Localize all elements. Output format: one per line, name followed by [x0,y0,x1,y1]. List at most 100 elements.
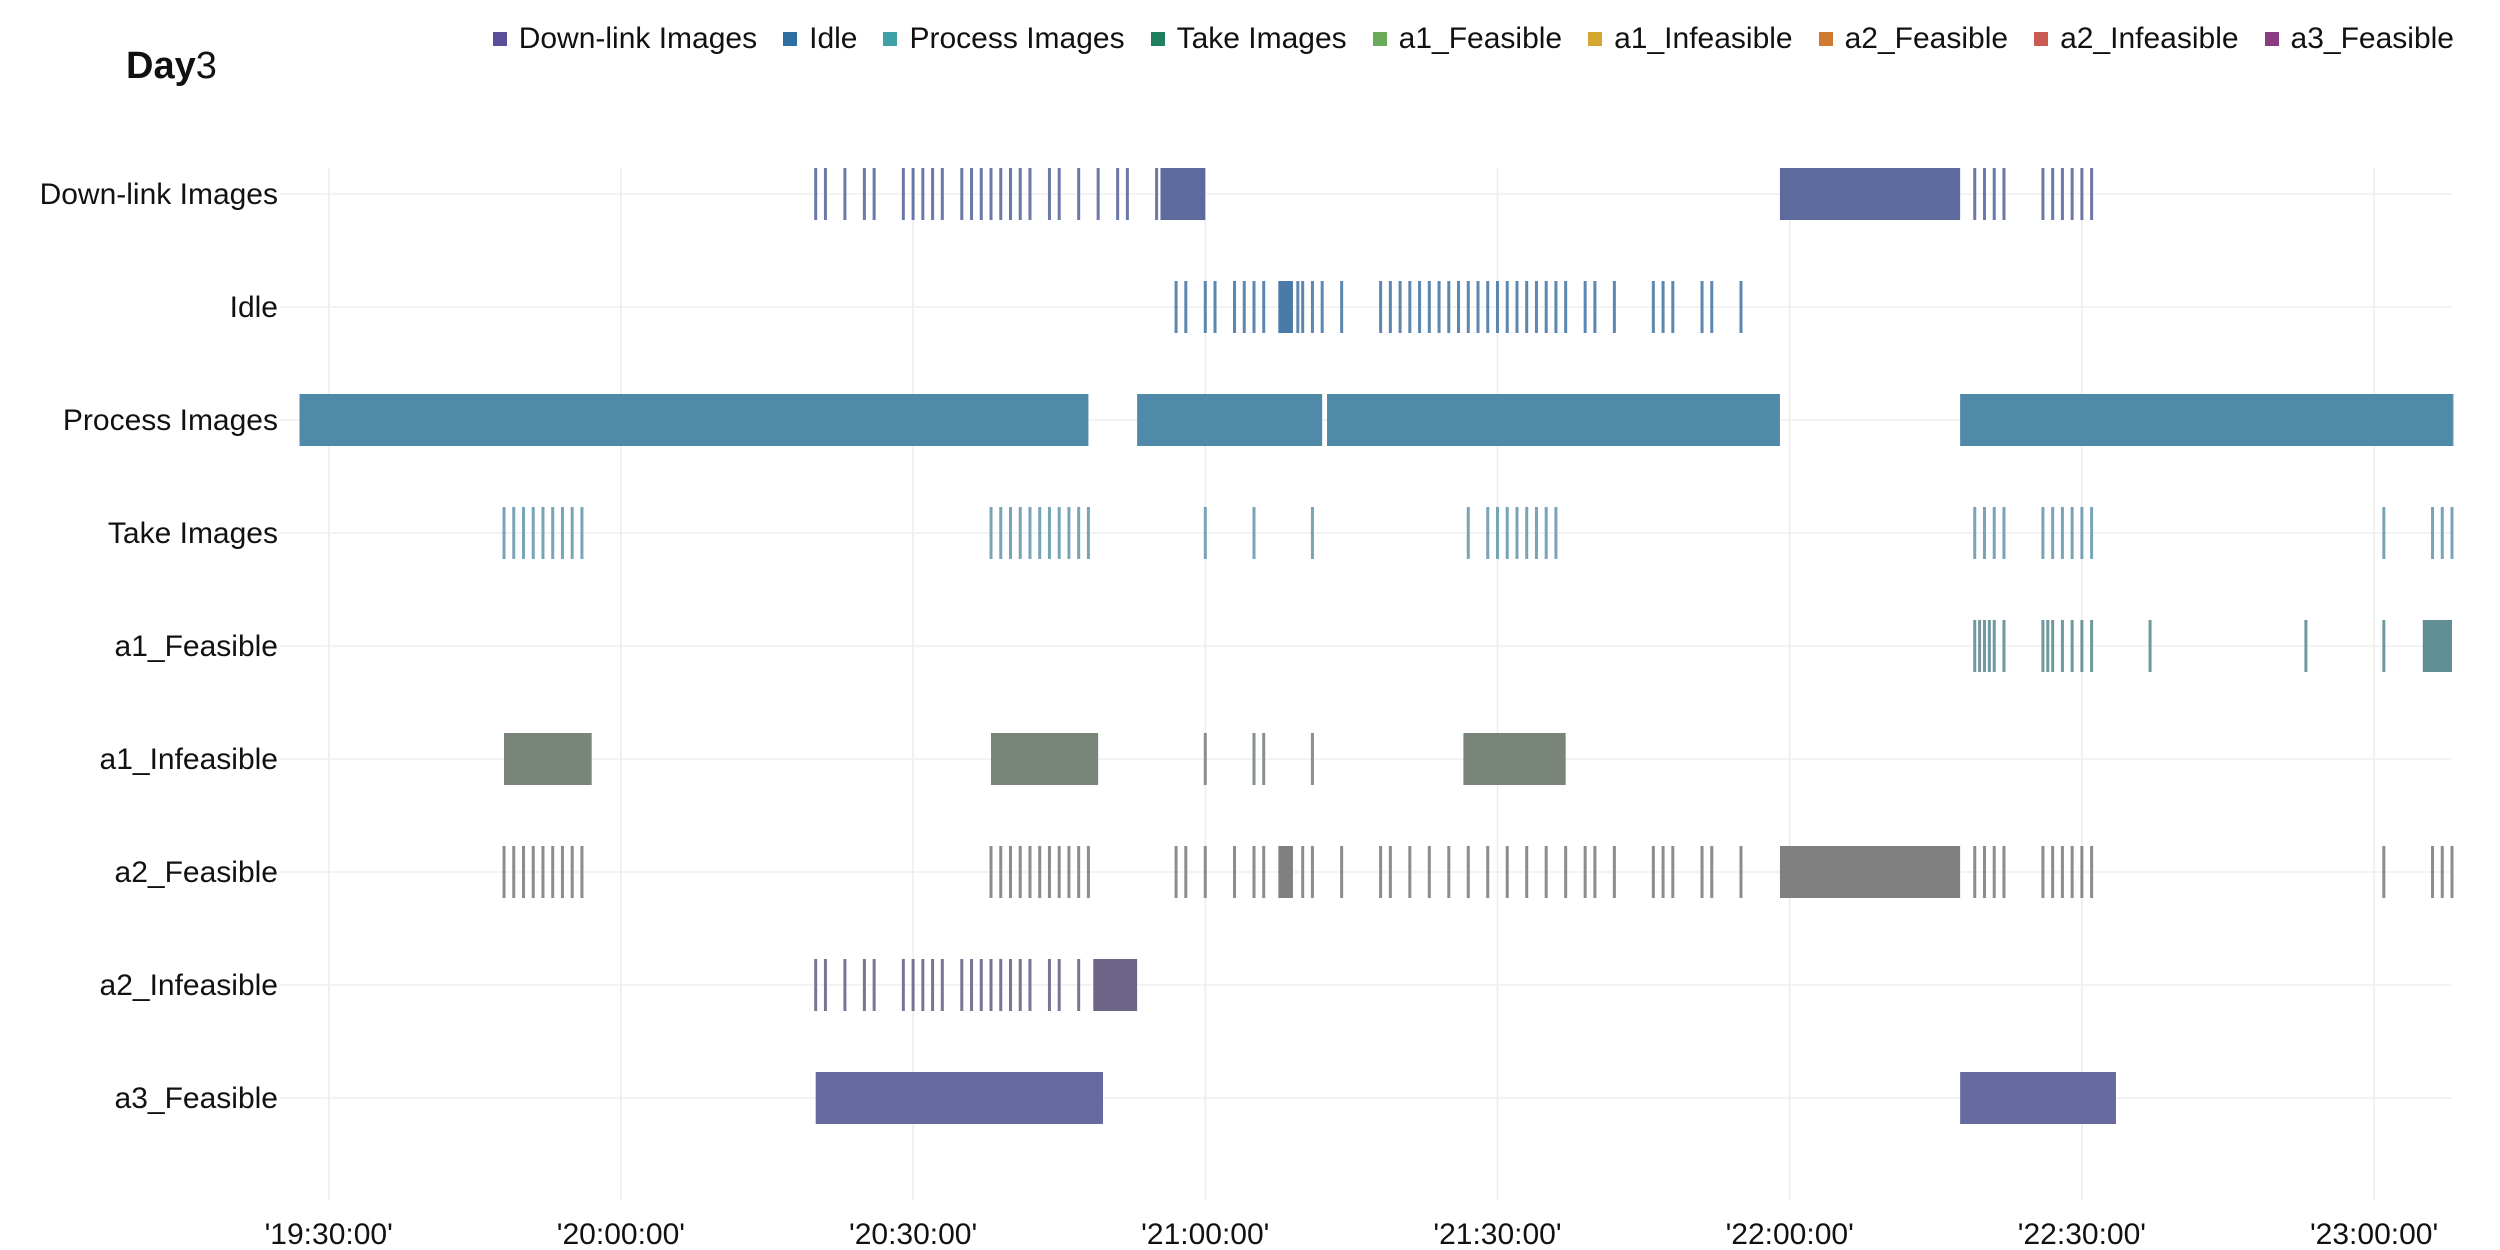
timeline-event [1038,1072,1042,1124]
legend-item[interactable]: Process Images [883,22,1125,56]
legend-swatch [1818,32,1833,46]
timeline-event [1739,846,1743,898]
timeline-event [1018,507,1022,559]
row-label: Down-link Images [40,178,278,211]
timeline-event [1233,281,1237,333]
timeline-event [1262,846,1266,898]
timeline-event [2090,620,2094,672]
timeline-segment [1779,846,1961,898]
timeline-event [1184,846,1188,898]
timeline-event [1418,281,1422,333]
timeline-event [2070,620,2074,672]
timeline-segment [1137,394,1323,446]
timeline-event [2080,507,2084,559]
timeline-event [1057,168,1061,220]
timeline-event [2060,394,2064,446]
timeline-event [1651,846,1655,898]
timeline-event [931,168,935,220]
row-label: Process Images [63,404,278,437]
timeline-event [1379,846,1383,898]
timeline-event [1486,507,1490,559]
legend-item[interactable]: a1_Infeasible [1588,22,1793,56]
timeline-event [1534,507,1538,559]
timeline-segment [1278,281,1293,333]
legend-swatch [2264,32,2279,46]
timeline-event [1067,507,1071,559]
timeline-event [580,846,584,898]
timeline-event [2051,168,2055,220]
legend-item[interactable]: Take Images [1150,22,1347,56]
timeline-event [1544,507,1548,559]
timeline-event [1495,281,1499,333]
timeline-event [1525,507,1529,559]
timeline-event [2070,1072,2074,1124]
timeline-event [1710,846,1714,898]
timeline-event [1992,620,1996,672]
timeline-event [2031,394,2035,446]
timeline-event [1583,846,1587,898]
timeline-event [570,507,574,559]
timeline-event [1262,733,1266,785]
timeline-event [1525,846,1529,898]
timeline-event [1018,846,1022,898]
timeline-event [1077,959,1081,1011]
timeline-segment [1960,394,2452,446]
timeline-event [1486,846,1490,898]
legend-item[interactable]: a2_Feasible [1818,22,2008,56]
timeline-event [1554,394,1558,446]
timeline-event [1379,281,1383,333]
legend-item[interactable]: a2_Infeasible [2034,22,2239,56]
timeline-event [1018,394,1022,446]
timeline-event [1398,281,1402,333]
x-tick-label: '21:00:00' [1141,1218,1269,1250]
timeline-event [1057,846,1061,898]
timeline-event [853,1072,857,1124]
timeline-event [989,959,993,1011]
timeline-event [1086,507,1090,559]
row-label: Take Images [108,517,278,550]
x-tick-label: '22:30:00' [2018,1218,2146,1250]
timeline-event [979,168,983,220]
timeline-event [2041,846,2045,898]
timeline-event [1028,168,1032,220]
timeline-event [2382,507,2386,559]
x-tick-label: '22:00:00' [1726,1218,1854,1250]
legend-item[interactable]: a1_Feasible [1372,22,1563,56]
x-tick-label: '23:00:00' [2310,1218,2438,1250]
timeline-segment [504,733,592,785]
timeline-event [1408,846,1412,898]
timeline-event [1583,281,1587,333]
legend-item[interactable]: Idle [783,22,857,56]
timeline-event [1077,394,1081,446]
timeline-event [1593,281,1597,333]
timeline-event [580,507,584,559]
timeline-event [2060,507,2064,559]
timeline-event [1008,507,1012,559]
timeline-event [1028,507,1032,559]
timeline-event [1047,394,1051,446]
timeline-event [531,846,535,898]
timeline-segment [1960,1072,2116,1124]
legend-label: a1_Feasible [1398,22,1563,55]
timeline-event [2051,846,2055,898]
row-label: a2_Infeasible [100,969,278,1002]
timeline-event [1612,846,1616,898]
timeline-event [2080,620,2084,672]
timeline-event [2002,846,2006,898]
timeline-event [1096,168,1100,220]
timeline-event [882,1072,886,1124]
timeline-event [892,394,896,446]
timeline-event [999,507,1003,559]
timeline-event [560,507,564,559]
chart-title-rest: 3 [195,45,217,87]
timeline-event [1466,394,1470,446]
timeline-event [1671,281,1675,333]
legend-item[interactable]: Down-link Images [492,22,757,56]
legend-item[interactable]: a3_Feasible [2264,22,2454,56]
timeline-event [1242,281,1246,333]
timeline-event [2041,507,2045,559]
legend-swatch [783,32,798,46]
timeline-event [1408,281,1412,333]
timeline-event [2060,846,2064,898]
timeline-event [1038,846,1042,898]
